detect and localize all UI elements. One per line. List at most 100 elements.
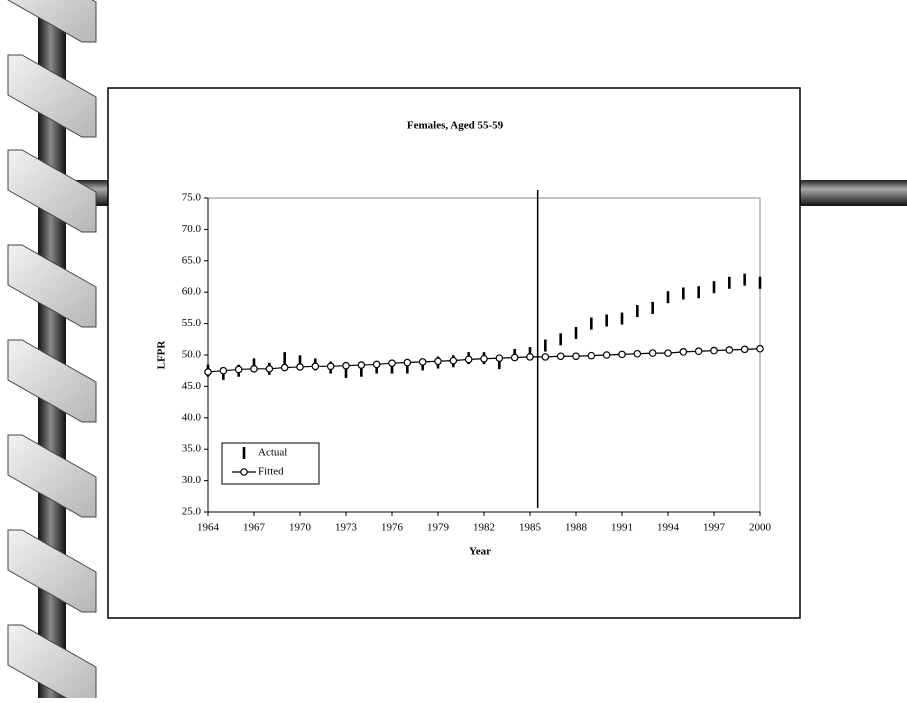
ribbon xyxy=(7,0,97,43)
actual-marker xyxy=(651,301,654,314)
fitted-marker xyxy=(541,353,550,361)
actual-marker xyxy=(697,286,700,299)
fitted-marker xyxy=(510,353,519,362)
x-tick-label: 2000 xyxy=(749,522,772,534)
legend-label: Actual xyxy=(258,447,287,459)
actual-marker xyxy=(242,447,246,459)
x-tick-label: 1988 xyxy=(565,522,588,534)
ribbon xyxy=(7,624,97,703)
actual-marker xyxy=(728,276,731,289)
x-tick-label: 1967 xyxy=(243,522,266,534)
fitted-marker xyxy=(464,355,473,364)
fitted-marker xyxy=(556,352,565,361)
fitted-marker xyxy=(633,349,642,358)
actual-marker xyxy=(758,276,762,289)
fitted-marker xyxy=(449,356,458,365)
actual-marker xyxy=(574,327,578,340)
x-tick-label: 1970 xyxy=(289,522,312,534)
y-tick-label: 50.0 xyxy=(182,349,202,361)
fitted-marker xyxy=(250,365,258,373)
y-tick-label: 25.0 xyxy=(182,506,202,518)
fitted-marker xyxy=(740,345,749,354)
ribbon xyxy=(7,529,97,613)
x-tick-label: 1991 xyxy=(611,522,633,534)
x-tick-label: 1976 xyxy=(381,522,404,534)
actual-marker xyxy=(544,339,547,352)
fitted-marker xyxy=(756,344,764,353)
x-tick-label: 1997 xyxy=(703,522,726,534)
fitted-marker xyxy=(679,348,688,356)
fitted-marker xyxy=(296,363,304,371)
fitted-marker xyxy=(357,361,366,369)
ribbon xyxy=(7,54,97,138)
fitted-marker xyxy=(480,354,488,363)
y-tick-label: 30.0 xyxy=(182,474,202,486)
fitted-marker xyxy=(587,351,596,360)
chart-title: Females, Aged 55-59 xyxy=(407,120,504,132)
fitted-marker xyxy=(403,358,412,367)
fitted-marker xyxy=(265,365,274,373)
fitted-marker xyxy=(495,354,504,362)
fitted-marker xyxy=(526,353,534,361)
actual-marker xyxy=(712,281,716,294)
x-tick-label: 1973 xyxy=(335,522,358,534)
legend-label: Fitted xyxy=(258,466,284,478)
actual-marker xyxy=(666,291,670,304)
x-tick-label: 1985 xyxy=(519,522,542,534)
actual-marker xyxy=(682,287,685,300)
actual-marker xyxy=(559,333,562,346)
fitted-marker xyxy=(219,366,228,375)
fitted-marker xyxy=(648,349,657,357)
fitted-marker xyxy=(434,357,442,366)
x-tick-label: 1994 xyxy=(657,522,680,534)
ribbon xyxy=(7,339,97,423)
x-tick-label: 1964 xyxy=(197,522,220,534)
actual-marker xyxy=(283,352,286,365)
ribbon xyxy=(7,434,97,518)
fitted-marker xyxy=(326,362,335,371)
y-tick-label: 35.0 xyxy=(182,443,202,455)
fitted-marker xyxy=(418,358,427,366)
fitted-marker xyxy=(710,346,718,355)
actual-marker xyxy=(498,357,501,370)
y-tick-label: 75.0 xyxy=(182,192,202,204)
actual-marker xyxy=(360,364,363,377)
actual-marker xyxy=(636,305,639,318)
x-axis-label: Year xyxy=(469,546,491,558)
y-tick-label: 65.0 xyxy=(182,254,202,266)
fitted-marker xyxy=(234,365,243,374)
x-tick-label: 1979 xyxy=(427,522,450,534)
fitted-marker xyxy=(664,349,672,357)
y-tick-label: 40.0 xyxy=(182,411,202,423)
fitted-marker xyxy=(388,359,396,367)
y-axis-label: LFPR xyxy=(156,340,168,370)
fitted-marker xyxy=(342,361,350,370)
ribbon xyxy=(7,244,97,328)
actual-marker xyxy=(620,312,624,325)
fitted-marker xyxy=(602,351,611,359)
x-tick-label: 1982 xyxy=(473,522,495,534)
actual-marker xyxy=(390,361,394,374)
y-tick-label: 70.0 xyxy=(182,223,202,235)
fitted-marker xyxy=(618,350,626,359)
y-tick-label: 45.0 xyxy=(182,380,202,392)
fitted-marker xyxy=(280,363,289,372)
legend-box xyxy=(221,442,320,485)
actual-marker xyxy=(406,361,409,374)
actual-marker xyxy=(344,365,348,378)
y-tick-label: 60.0 xyxy=(182,286,202,298)
actual-marker xyxy=(743,273,746,286)
ribbon xyxy=(7,149,97,233)
actual-marker xyxy=(605,314,608,327)
actual-marker xyxy=(252,358,256,371)
fitted-marker xyxy=(372,360,381,369)
actual-marker xyxy=(590,317,593,330)
fitted-marker xyxy=(240,468,248,476)
actual-marker xyxy=(298,355,302,368)
fitted-marker xyxy=(694,347,703,356)
fitted-marker xyxy=(572,352,580,361)
y-tick-label: 55.0 xyxy=(182,317,202,329)
fitted-marker xyxy=(204,368,212,376)
